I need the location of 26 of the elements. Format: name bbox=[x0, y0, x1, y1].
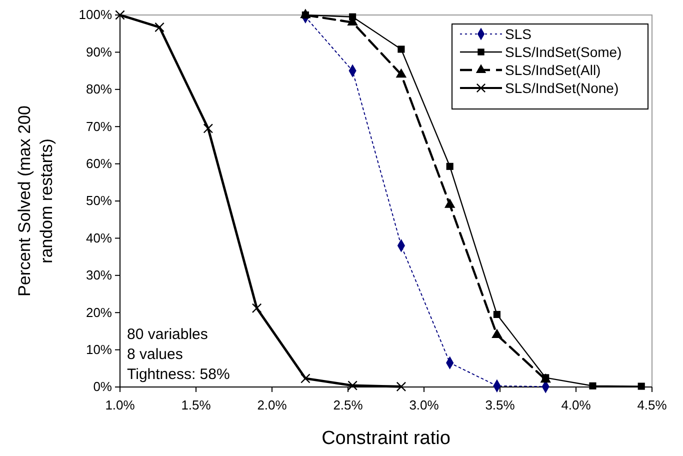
legend-label: SLS/IndSet(All) bbox=[505, 62, 601, 78]
y-tick-label: 80% bbox=[86, 82, 112, 97]
y-tick-label: 40% bbox=[86, 230, 112, 246]
x-tick-label: 1.5% bbox=[181, 397, 212, 412]
annotation: 80 variables 8 values Tightness: 58% bbox=[127, 326, 230, 383]
y-tick-label: 70% bbox=[86, 118, 112, 134]
x-tick-label: 3.5% bbox=[485, 397, 516, 412]
y-tick-label: 30% bbox=[86, 268, 112, 283]
legend-label: SLS/IndSet(Some) bbox=[505, 44, 622, 60]
legend-label: SLS bbox=[505, 26, 532, 42]
x-tick-label: 4.5% bbox=[637, 397, 668, 412]
x-tick-label: 2.5% bbox=[333, 397, 364, 412]
y-axis-title: Percent Solved (max 200 random restarts) bbox=[15, 106, 56, 296]
x-axis-title: Constraint ratio bbox=[322, 428, 450, 449]
x-tick-label: 2.0% bbox=[257, 397, 288, 412]
y-tick-label: 90% bbox=[86, 44, 112, 60]
y-tick-label: 50% bbox=[86, 193, 112, 208]
y-tick-label: 60% bbox=[86, 156, 112, 171]
x-tick-label: 3.0% bbox=[409, 397, 440, 412]
y-tick-label: 10% bbox=[86, 342, 112, 357]
y-tick-label: 20% bbox=[86, 304, 112, 320]
legend-label: SLS/IndSet(None) bbox=[505, 80, 619, 96]
x-tick-label: 4.0% bbox=[561, 397, 592, 412]
y-tick-label: 0% bbox=[93, 379, 112, 394]
y-tick-label: 100% bbox=[78, 7, 112, 22]
x-tick-label: 1.0% bbox=[105, 397, 136, 412]
